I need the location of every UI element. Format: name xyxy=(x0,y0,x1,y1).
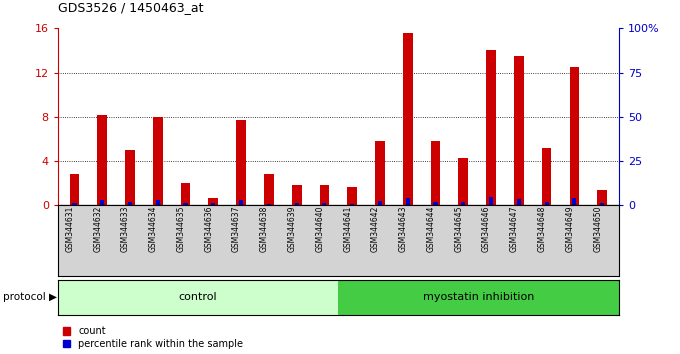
Bar xyxy=(100,200,104,205)
Bar xyxy=(153,117,163,205)
Bar xyxy=(570,67,579,205)
Text: GSM344631: GSM344631 xyxy=(65,205,75,252)
Text: GSM344639: GSM344639 xyxy=(288,205,296,252)
Text: GSM344642: GSM344642 xyxy=(371,205,380,252)
Bar xyxy=(339,280,619,315)
Text: GSM344633: GSM344633 xyxy=(121,205,130,252)
Bar xyxy=(461,202,465,205)
Bar xyxy=(403,33,413,205)
Bar xyxy=(430,141,441,205)
Bar xyxy=(239,200,243,205)
Text: GSM344645: GSM344645 xyxy=(454,205,463,252)
Text: control: control xyxy=(179,292,218,302)
Bar xyxy=(378,201,382,205)
Bar xyxy=(458,158,468,205)
Text: GSM344649: GSM344649 xyxy=(565,205,575,252)
Bar xyxy=(236,120,246,205)
Bar xyxy=(433,202,438,205)
Text: GSM344647: GSM344647 xyxy=(510,205,519,252)
Text: GSM344641: GSM344641 xyxy=(343,205,352,252)
Bar xyxy=(294,203,299,205)
Bar xyxy=(320,185,329,205)
Text: GSM344637: GSM344637 xyxy=(232,205,241,252)
Bar xyxy=(489,198,493,205)
Text: GSM344635: GSM344635 xyxy=(177,205,186,252)
Bar xyxy=(486,51,496,205)
Text: GSM344632: GSM344632 xyxy=(93,205,102,252)
Bar xyxy=(573,198,577,205)
Text: GSM344650: GSM344650 xyxy=(593,205,602,252)
Bar xyxy=(375,141,385,205)
Bar xyxy=(209,198,218,205)
Bar xyxy=(517,199,521,205)
Text: GSM344634: GSM344634 xyxy=(149,205,158,252)
Bar xyxy=(97,115,107,205)
Text: GSM344646: GSM344646 xyxy=(482,205,491,252)
Bar xyxy=(322,203,326,205)
Bar xyxy=(350,204,354,205)
Text: GSM344644: GSM344644 xyxy=(426,205,435,252)
Bar xyxy=(406,198,410,205)
Bar xyxy=(211,203,216,205)
Bar xyxy=(347,187,357,205)
Bar xyxy=(267,204,271,205)
Bar xyxy=(181,183,190,205)
Bar xyxy=(292,185,301,205)
Bar xyxy=(184,203,188,205)
Bar xyxy=(264,175,274,205)
Text: protocol ▶: protocol ▶ xyxy=(3,292,57,302)
Text: GSM344640: GSM344640 xyxy=(316,205,324,252)
Bar xyxy=(600,203,605,205)
Bar xyxy=(128,202,132,205)
Bar xyxy=(545,202,549,205)
Bar xyxy=(69,175,80,205)
Bar xyxy=(542,148,551,205)
Text: GSM344643: GSM344643 xyxy=(398,205,408,252)
Text: GSM344648: GSM344648 xyxy=(538,205,547,252)
Bar xyxy=(125,150,135,205)
Legend: count, percentile rank within the sample: count, percentile rank within the sample xyxy=(63,326,243,349)
Bar xyxy=(597,190,607,205)
Bar xyxy=(58,280,339,315)
Bar xyxy=(156,200,160,205)
Text: GSM344636: GSM344636 xyxy=(204,205,214,252)
Bar xyxy=(514,56,524,205)
Bar xyxy=(72,203,77,205)
Text: GDS3526 / 1450463_at: GDS3526 / 1450463_at xyxy=(58,1,203,14)
Text: myostatin inhibition: myostatin inhibition xyxy=(423,292,534,302)
Text: GSM344638: GSM344638 xyxy=(260,205,269,252)
